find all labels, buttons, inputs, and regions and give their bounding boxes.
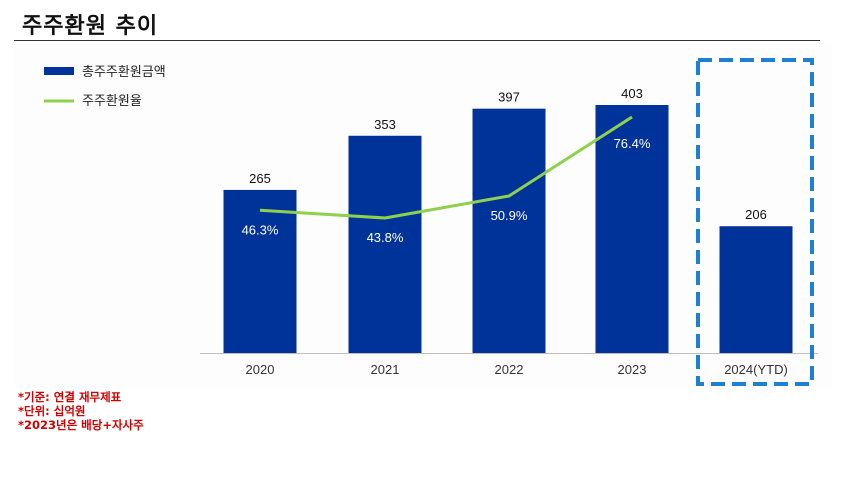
footnote-unit: *단위: 십억원 bbox=[18, 404, 86, 418]
line-path bbox=[259, 115, 633, 220]
line-value-label-2020: 46.3% bbox=[242, 222, 279, 237]
bar-2021 bbox=[348, 135, 422, 353]
legend-bar-label: 총주주환원금액 bbox=[82, 64, 166, 79]
x-tick-label-2024(YTD): 2024(YTD) bbox=[724, 362, 788, 377]
line-value-label-2022: 50.9% bbox=[491, 208, 528, 223]
legend-line-label: 주주환원율 bbox=[82, 93, 142, 108]
x-tick-label-2021: 2021 bbox=[371, 362, 400, 377]
ytd-highlight-box bbox=[696, 58, 814, 386]
bar-value-label-2024(YTD): 206 bbox=[745, 207, 767, 222]
bar-2022 bbox=[472, 108, 546, 353]
x-tick-label-2020: 2020 bbox=[246, 362, 275, 377]
x-axis: 2020 2021 2022 2023 2024(YTD) bbox=[200, 353, 818, 377]
bar-2020 bbox=[223, 189, 297, 353]
bar-value-label-2020: 265 bbox=[249, 171, 271, 186]
ytd-highlight bbox=[696, 58, 814, 386]
legend-bar-swatch bbox=[44, 67, 74, 75]
x-tick-label-2022: 2022 bbox=[495, 362, 524, 377]
bar-series: 265 353 397 403 206 bbox=[223, 86, 793, 353]
line-value-label-2023: 76.4% bbox=[614, 136, 651, 151]
bar-value-label-2023: 403 bbox=[621, 86, 643, 101]
footnote-basis: *기준: 연결 재무제표 bbox=[18, 390, 122, 404]
line-series: 46.3% 43.8% 50.9% 76.4% bbox=[242, 115, 651, 245]
x-tick-label-2023: 2023 bbox=[618, 362, 647, 377]
bar-2023 bbox=[595, 105, 669, 353]
bar-value-label-2022: 397 bbox=[498, 90, 520, 105]
page-title: 주주환원 추이 bbox=[22, 14, 159, 39]
bar-2024(YTD) bbox=[719, 226, 793, 353]
footnotes: *기준: 연결 재무제표 *단위: 십억원 *2023년은 배당+자사주 bbox=[18, 390, 144, 432]
line-value-label-2021: 43.8% bbox=[367, 230, 404, 245]
footnote-2023: *2023년은 배당+자사주 bbox=[18, 418, 144, 432]
bar-value-label-2021: 353 bbox=[374, 117, 396, 132]
chart-background bbox=[14, 44, 832, 388]
title-divider bbox=[14, 40, 820, 41]
